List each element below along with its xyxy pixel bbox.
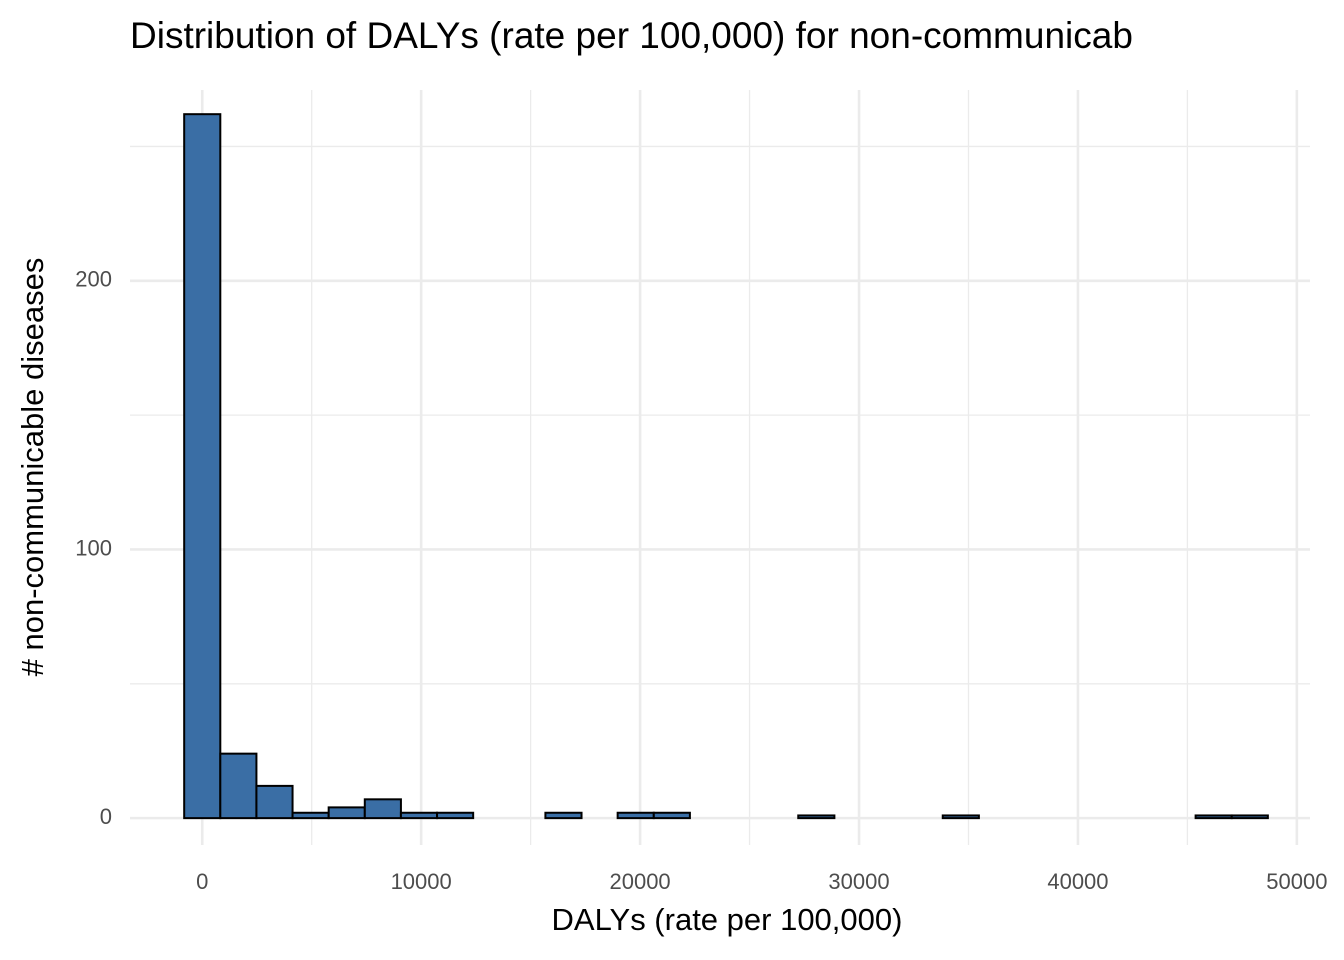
chart-title: Distribution of DALYs (rate per 100,000)… xyxy=(130,15,1133,56)
bar xyxy=(291,811,330,820)
x-tick-label: 30000 xyxy=(828,869,889,894)
x-tick-label: 20000 xyxy=(609,869,670,894)
bar xyxy=(399,811,439,820)
bar xyxy=(436,811,475,820)
bar xyxy=(219,752,258,820)
y-tick-label: 200 xyxy=(75,267,112,292)
bar xyxy=(255,784,294,820)
x-tick-label: 50000 xyxy=(1266,869,1327,894)
bar xyxy=(652,811,691,820)
bar xyxy=(1194,814,1233,820)
x-tick-label: 10000 xyxy=(391,869,452,894)
x-tick-label: 0 xyxy=(196,869,208,894)
y-axis-title: # non-communicable diseases xyxy=(15,258,50,677)
bar xyxy=(1230,814,1269,820)
y-tick-label: 0 xyxy=(100,804,112,829)
y-tick-label: 100 xyxy=(75,535,112,560)
bar xyxy=(797,814,836,820)
bar xyxy=(544,811,583,820)
bar xyxy=(363,798,402,820)
x-axis-title: DALYs (rate per 100,000) xyxy=(552,902,903,937)
x-tick-label: 40000 xyxy=(1047,869,1108,894)
bar xyxy=(616,811,655,820)
bar xyxy=(941,814,980,820)
bar xyxy=(183,113,222,820)
bar xyxy=(327,806,366,820)
